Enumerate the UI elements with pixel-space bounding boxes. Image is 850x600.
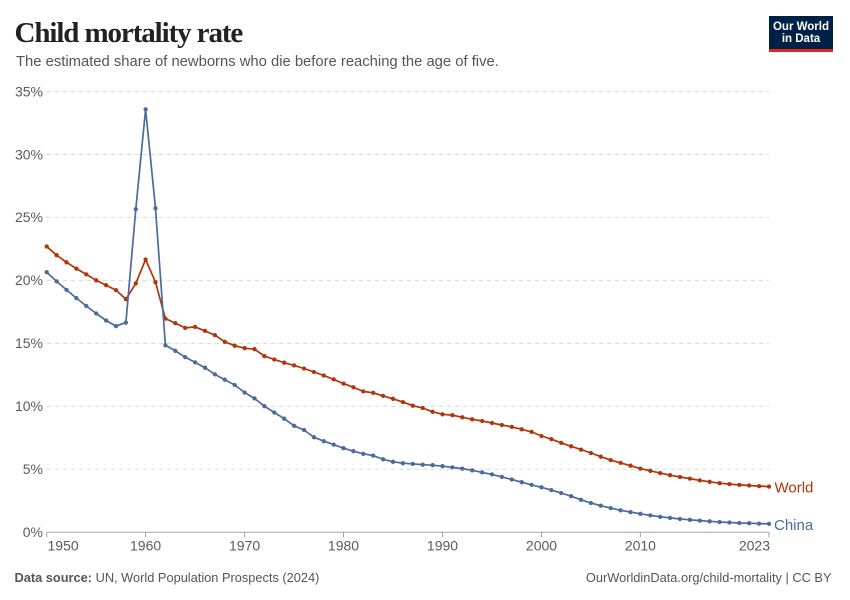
svg-text:25%: 25% <box>15 209 43 225</box>
svg-text:0%: 0% <box>23 524 43 540</box>
svg-text:1950: 1950 <box>48 538 79 554</box>
svg-text:35%: 35% <box>15 83 43 99</box>
svg-text:1990: 1990 <box>427 538 458 554</box>
svg-text:2000: 2000 <box>526 538 557 554</box>
svg-text:1980: 1980 <box>328 538 359 554</box>
svg-text:15%: 15% <box>15 335 43 351</box>
svg-text:China: China <box>774 517 814 534</box>
svg-text:2023: 2023 <box>739 538 770 554</box>
svg-text:1960: 1960 <box>130 538 161 554</box>
svg-text:20%: 20% <box>15 272 43 288</box>
svg-text:1970: 1970 <box>229 538 260 554</box>
svg-text:10%: 10% <box>15 398 43 414</box>
svg-text:30%: 30% <box>15 146 43 162</box>
svg-text:5%: 5% <box>23 461 43 477</box>
svg-text:2010: 2010 <box>625 538 656 554</box>
svg-text:World: World <box>775 479 814 496</box>
